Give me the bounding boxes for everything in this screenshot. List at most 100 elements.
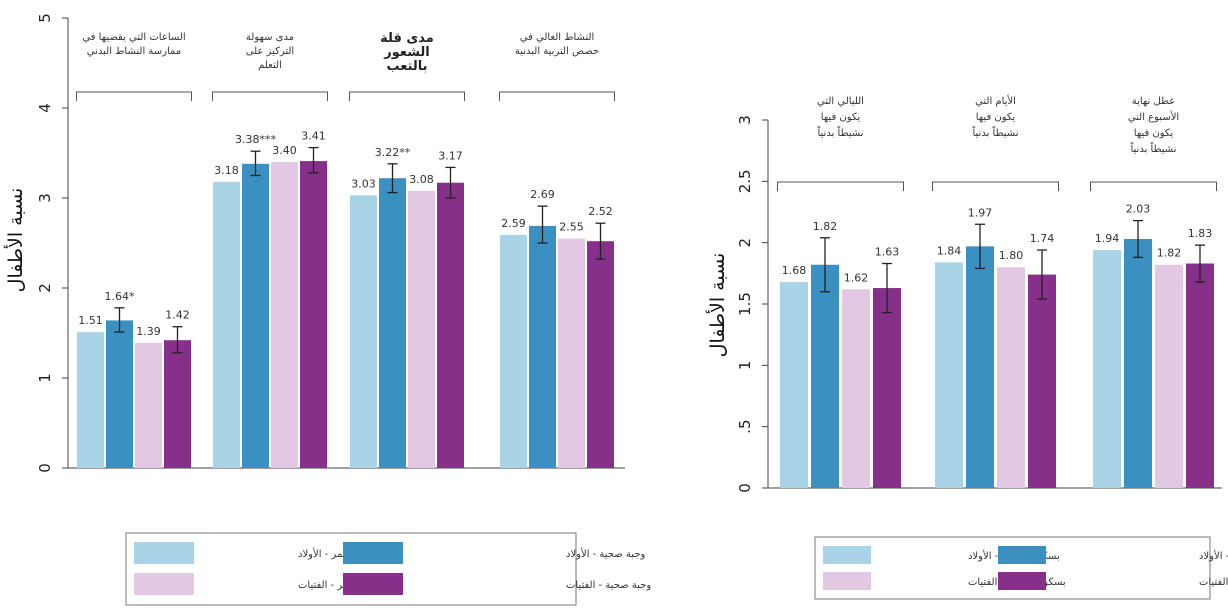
chart1-bar xyxy=(558,238,585,468)
chart1-data-label: 3.38*** xyxy=(235,133,276,146)
chart1-bar xyxy=(164,340,191,468)
chart2-bar xyxy=(1124,238,1152,488)
chart2-group-label: الليالي التي xyxy=(817,96,864,107)
chart2-group-bracket xyxy=(777,181,904,191)
chart1-group-label: الساعات التي يقضيها في xyxy=(82,32,185,43)
chart1-y-tick-label: 3 xyxy=(36,193,54,203)
chart2-group-label: نشيطاً بدنياً xyxy=(817,125,863,139)
chart2-data-label: 1.82 xyxy=(1157,247,1182,260)
chart1-bar xyxy=(213,181,240,469)
chart1-group-bracket xyxy=(499,91,615,101)
chart1-data-label: 2.52 xyxy=(588,205,613,218)
chart2-y-tick-label: 0 xyxy=(736,483,754,493)
chart2-bar xyxy=(966,246,994,488)
chart2-group-bracket xyxy=(1090,181,1217,191)
chart2-data-label: 1.82 xyxy=(813,220,838,233)
chart1-bar xyxy=(300,161,327,468)
chart2-legend-swatch xyxy=(998,572,1046,590)
chart2-legend-swatch xyxy=(823,572,871,590)
chart1-y-tick-label: 0 xyxy=(36,463,54,473)
chart1-y-axis-label: نسبة الأطفال xyxy=(4,188,27,293)
chart1-legend-swatch xyxy=(343,573,403,595)
chart2-legend-swatch xyxy=(823,546,871,564)
chart1-bar xyxy=(500,234,527,468)
chart2-data-label: 1.80 xyxy=(999,249,1024,262)
chart2-data-label: 1.68 xyxy=(782,264,807,277)
chart1-y-tick-label: 5 xyxy=(36,13,54,23)
chart1-y-tick-label: 4 xyxy=(36,103,54,113)
chart2-group-label: الأيام التي xyxy=(975,94,1016,107)
chart1-legend-swatch xyxy=(343,542,403,564)
chart2-group-label: نشيطاً بدنياً xyxy=(972,125,1018,139)
chart2-group-label: نشيطاً بدنياً xyxy=(1130,141,1176,155)
chart2-data-label: 1.74 xyxy=(1030,232,1055,245)
chart2-y-tick-label: 3 xyxy=(736,115,754,125)
chart1-bar xyxy=(77,332,104,468)
chart1-data-label: 2.69 xyxy=(530,188,555,201)
chart1-group-label: النشاط العالي في xyxy=(520,32,595,43)
chart1-bar xyxy=(379,178,406,468)
chart1-bar xyxy=(587,241,614,468)
chart1-group-bracket xyxy=(349,91,465,101)
chart1-data-label: 3.41 xyxy=(301,130,326,143)
chart1-y-tick-label: 2 xyxy=(36,283,54,293)
chart1-data-label: 3.22** xyxy=(375,146,411,159)
chart1-data-label: 3.03 xyxy=(351,177,376,190)
chart1-group-bracket xyxy=(76,91,192,101)
chart1-data-label: 3.17 xyxy=(438,149,463,162)
chart1-data-label: 3.40 xyxy=(272,144,297,157)
chart2-data-label: 1.83 xyxy=(1188,227,1213,240)
chart2-y-tick-label: 2 xyxy=(736,238,754,248)
chart1-data-label: 1.64* xyxy=(105,290,135,303)
chart2-legend-label: وجبة صحية - الأولاد xyxy=(1199,549,1228,562)
chart2-group-label: يكون فيها xyxy=(1134,128,1174,139)
chart2-y-tick-label: 2.5 xyxy=(736,169,754,193)
chart1-bar xyxy=(437,182,464,468)
chart2-group-label: الأسبوع التي xyxy=(1128,110,1179,123)
chart2-data-label: 1.97 xyxy=(968,206,993,219)
chart2-data-label: 2.03 xyxy=(1126,203,1151,216)
chart2-y-tick-label: 1.5 xyxy=(736,292,754,316)
chart1-group-bracket xyxy=(212,91,328,101)
chart2-group-label: يكون فيها xyxy=(821,112,861,123)
chart2-group-label: عطل نهاية xyxy=(1132,96,1176,107)
chart1-bar xyxy=(242,163,269,469)
chart2-group-label: يكون فيها xyxy=(976,112,1016,123)
chart1-legend-swatch xyxy=(134,542,194,564)
chart2-data-label: 1.62 xyxy=(844,271,869,284)
chart1-legend-swatch xyxy=(134,573,194,595)
chart2-bar xyxy=(1028,274,1056,488)
chart2-bar xyxy=(873,288,901,488)
chart1-group-label: بالتعب xyxy=(386,59,427,74)
chart1-data-label: 1.51 xyxy=(78,314,103,327)
chart2-legend-swatch xyxy=(998,546,1046,564)
chart1-data-label: 3.08 xyxy=(409,173,434,186)
chart1-group-label: التركيز على xyxy=(246,46,294,57)
chart1-bar xyxy=(135,342,162,468)
chart2-bar xyxy=(935,262,963,488)
chart1-bar xyxy=(408,190,435,469)
chart1-data-label: 2.55 xyxy=(559,221,584,234)
chart1-data-label: 1.42 xyxy=(165,309,190,322)
chart1-group-label: حصص التربية البدنية xyxy=(515,46,599,57)
chart1-bar xyxy=(106,320,133,468)
chart1-group-label: مدى سهولة xyxy=(246,32,294,43)
chart2-legend-label: وجبة صحية - الفتيات xyxy=(1199,577,1228,588)
chart2-y-tick-label: 1 xyxy=(736,361,754,371)
chart1-bar xyxy=(529,225,556,468)
chart1-legend-label: وجبة صحية - الأولاد xyxy=(566,547,645,560)
chart1-group-label: ممارسة النشاط البدني xyxy=(87,46,181,57)
chart2-y-axis-label: نسبة الأطفال xyxy=(706,253,729,358)
chart1-y-tick-label: 1 xyxy=(36,373,54,383)
chart2-bar xyxy=(1186,263,1214,488)
chart2-bar xyxy=(780,281,808,488)
chart2-data-label: 1.94 xyxy=(1095,232,1120,245)
chart1-data-label: 2.59 xyxy=(501,217,526,230)
chart1-group-label: مدى قلة xyxy=(380,31,434,46)
chart2-bar xyxy=(811,264,839,488)
chart2-bar xyxy=(842,289,870,488)
chart2-data-label: 1.63 xyxy=(875,246,900,259)
chart1-legend-label: وجبة صحية - الفتيات xyxy=(566,580,651,591)
chart2-data-label: 1.84 xyxy=(937,244,962,257)
